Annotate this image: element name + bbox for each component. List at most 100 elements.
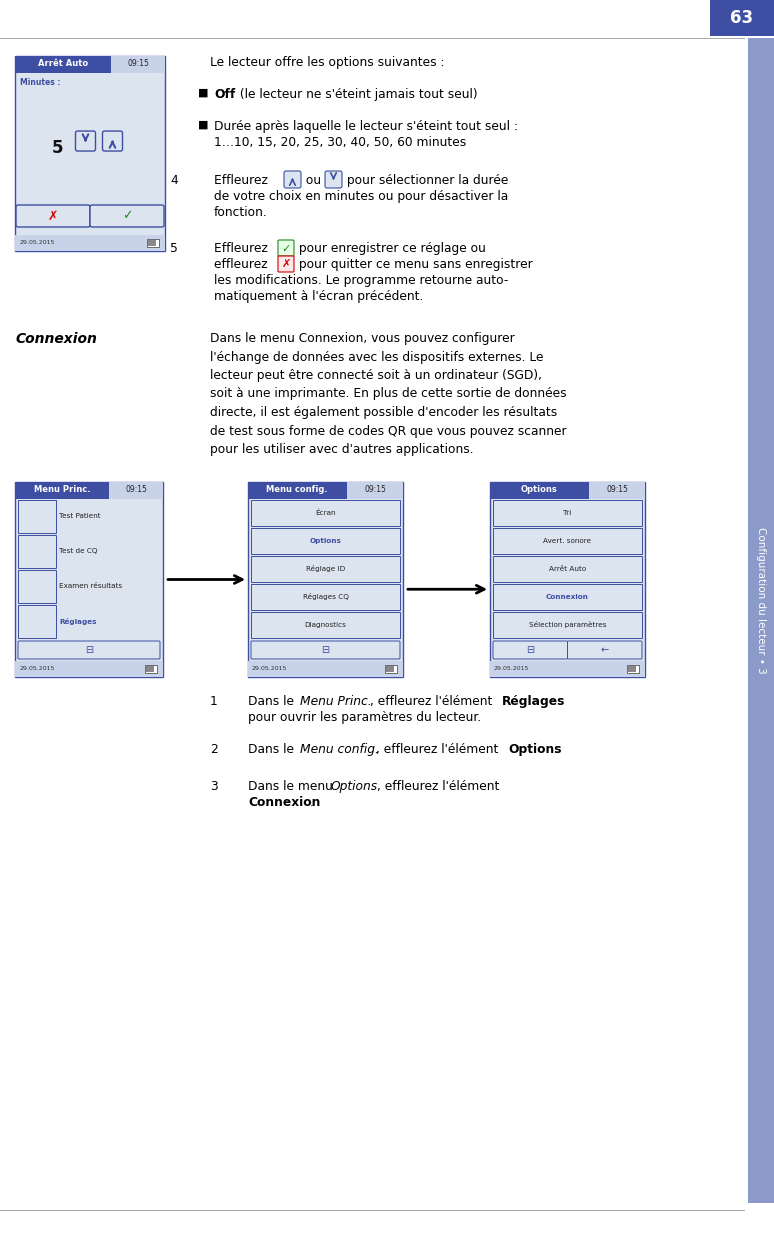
Text: Configuration du lecteur • 3: Configuration du lecteur • 3 [756, 527, 766, 673]
Text: ⊟: ⊟ [526, 645, 534, 655]
FancyBboxPatch shape [76, 131, 95, 151]
Bar [493, 500, 642, 526]
Bar [15, 56, 165, 250]
Bar [251, 613, 400, 639]
Text: Options: Options [310, 538, 341, 544]
Text: 29.05.2015: 29.05.2015 [494, 667, 529, 672]
Bar [248, 482, 347, 498]
Text: Options: Options [508, 743, 561, 756]
Bar [145, 665, 157, 673]
Text: Réglage ID: Réglage ID [306, 565, 345, 573]
Text: , effleurez l'élément: , effleurez l'élément [377, 780, 499, 794]
Text: 5: 5 [51, 139, 63, 157]
Text: Diagnostics: Diagnostics [304, 622, 347, 627]
FancyBboxPatch shape [325, 171, 342, 188]
Bar [710, 0, 774, 36]
Text: Off: Off [214, 88, 235, 100]
Text: Réglages: Réglages [60, 618, 97, 625]
Text: Arrêt Auto: Arrêt Auto [549, 565, 586, 572]
FancyBboxPatch shape [90, 205, 164, 227]
Bar [627, 665, 639, 673]
Text: Arrêt Auto: Arrêt Auto [38, 60, 88, 68]
Bar [15, 236, 165, 250]
Text: fonction.: fonction. [214, 206, 268, 219]
Text: Tri: Tri [563, 510, 572, 516]
Text: .: . [554, 743, 558, 756]
Text: Menu config.: Menu config. [266, 486, 328, 495]
Bar [347, 482, 403, 498]
Text: 1: 1 [210, 694, 217, 708]
Text: 09:15: 09:15 [364, 486, 386, 495]
Text: 2: 2 [210, 743, 217, 756]
Text: Le lecteur offre les options suivantes :: Le lecteur offre les options suivantes : [210, 56, 444, 69]
Bar [251, 528, 400, 554]
Text: pour ouvrir les paramètres du lecteur.: pour ouvrir les paramètres du lecteur. [248, 711, 481, 724]
Text: de votre choix en minutes ou pour désactiver la: de votre choix en minutes ou pour désact… [214, 190, 509, 203]
Text: ■: ■ [198, 120, 208, 130]
Bar [18, 570, 57, 603]
Bar [490, 482, 645, 677]
Bar [111, 56, 165, 73]
Text: Dans le: Dans le [248, 743, 298, 756]
Text: , effleurez l'élément: , effleurez l'élément [376, 743, 502, 756]
Bar [493, 584, 642, 610]
Text: Connexion: Connexion [15, 332, 97, 346]
Text: Durée après laquelle le lecteur s'éteint tout seul :: Durée après laquelle le lecteur s'éteint… [214, 120, 518, 133]
Bar [146, 666, 154, 672]
Text: Test de CQ: Test de CQ [60, 548, 98, 554]
Text: 29.05.2015: 29.05.2015 [19, 667, 54, 672]
Text: .: . [310, 796, 314, 808]
Bar [15, 56, 111, 73]
Bar [147, 239, 159, 247]
Text: ✗: ✗ [281, 259, 291, 269]
Bar [493, 556, 642, 582]
Text: Connexion: Connexion [248, 796, 320, 808]
Bar [148, 241, 156, 246]
Text: Examen résultats: Examen résultats [60, 584, 122, 589]
Text: Menu config.: Menu config. [300, 743, 379, 756]
FancyBboxPatch shape [278, 255, 294, 272]
FancyBboxPatch shape [251, 641, 400, 658]
Text: Réglages: Réglages [502, 694, 565, 708]
Text: 5: 5 [170, 242, 178, 255]
Text: ✓: ✓ [122, 210, 132, 222]
Text: pour sélectionner la durée: pour sélectionner la durée [343, 174, 509, 187]
Text: pour enregistrer ce réglage ou: pour enregistrer ce réglage ou [295, 242, 486, 255]
Text: , effleurez l'élément: , effleurez l'élément [370, 694, 496, 708]
Text: ✗: ✗ [48, 210, 58, 222]
Text: Test Patient: Test Patient [60, 513, 101, 520]
Text: Menu Princ.: Menu Princ. [34, 486, 91, 495]
Text: Dans le menu: Dans le menu [248, 780, 337, 794]
FancyBboxPatch shape [278, 241, 294, 255]
Text: Sélection paramètres: Sélection paramètres [529, 621, 606, 629]
Text: ■: ■ [198, 88, 208, 98]
Bar [385, 665, 397, 673]
Text: 63: 63 [731, 9, 754, 27]
Bar [248, 482, 403, 677]
Text: Options: Options [331, 780, 378, 794]
Bar [251, 584, 400, 610]
Bar [251, 556, 400, 582]
Text: Menu Princ.: Menu Princ. [300, 694, 372, 708]
Text: 29.05.2015: 29.05.2015 [252, 667, 287, 672]
Text: Avert. sonore: Avert. sonore [543, 538, 591, 544]
Bar [251, 500, 400, 526]
FancyBboxPatch shape [102, 131, 122, 151]
Text: ⊟: ⊟ [321, 645, 330, 655]
Bar [490, 482, 589, 498]
Bar [109, 482, 163, 498]
Text: Connexion: Connexion [546, 594, 589, 600]
Bar [493, 528, 642, 554]
Text: 09:15: 09:15 [606, 486, 628, 495]
Bar [493, 613, 642, 639]
Text: Dans le menu Connexion, vous pouvez configurer
l'échange de données avec les dis: Dans le menu Connexion, vous pouvez conf… [210, 332, 567, 456]
Text: Effleurez: Effleurez [214, 242, 272, 255]
Bar [15, 482, 163, 677]
Text: (le lecteur ne s'éteint jamais tout seul): (le lecteur ne s'éteint jamais tout seul… [236, 88, 478, 100]
Text: 4: 4 [170, 174, 178, 187]
Text: Écran: Écran [315, 510, 336, 516]
FancyBboxPatch shape [284, 171, 301, 188]
Text: pour quitter ce menu sans enregistrer: pour quitter ce menu sans enregistrer [295, 258, 533, 272]
Bar [18, 500, 57, 533]
FancyBboxPatch shape [567, 641, 642, 658]
